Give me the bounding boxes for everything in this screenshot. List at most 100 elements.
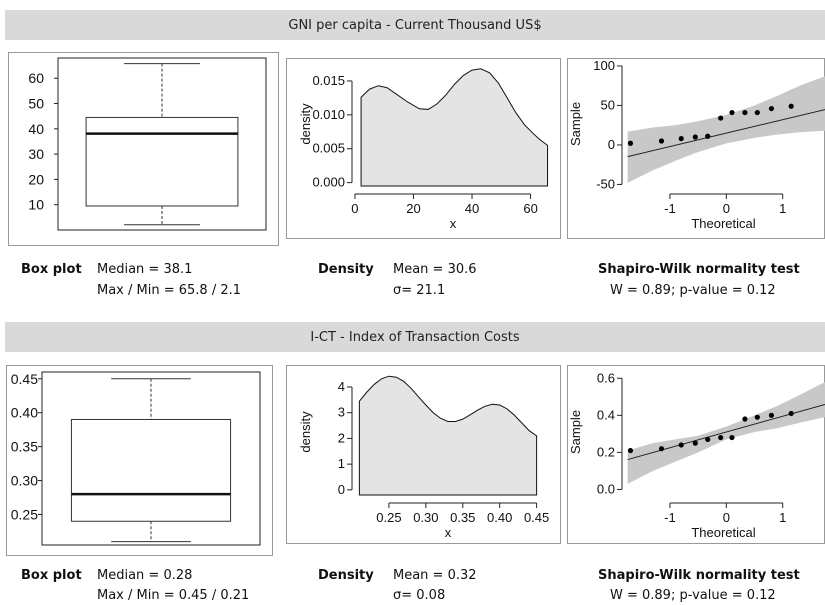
y-tick-label: 0 bbox=[338, 482, 345, 497]
x-tick-label: 1 bbox=[779, 510, 786, 525]
ict-maxmin-text: Max / Min = 0.45 / 0.21 bbox=[97, 588, 250, 603]
y-tick-label: 0.0 bbox=[597, 481, 615, 496]
x-tick-label: -1 bbox=[664, 510, 676, 525]
y-tick-label: 40 bbox=[28, 121, 44, 137]
ict-median-text: Median = 0.28 bbox=[97, 568, 193, 583]
qq-point bbox=[742, 109, 748, 116]
y-axis-label: density bbox=[298, 411, 313, 453]
y-axis-label: density bbox=[298, 103, 313, 145]
qq-point bbox=[742, 416, 748, 422]
qq-point bbox=[768, 412, 775, 418]
x-tick-label: 1 bbox=[779, 201, 786, 216]
y-tick-label: 0.000 bbox=[312, 175, 345, 190]
density-area bbox=[358, 375, 538, 496]
qq-point bbox=[692, 134, 698, 140]
gni-qq-plot: -50 0 50 100 -1 0 1 Theoretical Sample bbox=[567, 58, 825, 239]
gni-density-plot: 0.000 0.005 0.010 0.015 0 20 40 60 x density bbox=[286, 58, 561, 239]
gni-box-plot: 10 20 30 40 50 60 bbox=[8, 52, 279, 246]
gni-density-label: Density bbox=[318, 262, 374, 277]
y-tick-label: 0.35 bbox=[11, 439, 38, 455]
qq-point bbox=[729, 109, 735, 116]
x-tick-label: 0.40 bbox=[487, 510, 512, 525]
qq-point bbox=[754, 414, 760, 420]
ict-box-plot: 0.25 0.30 0.35 0.40 0.45 bbox=[6, 365, 273, 556]
y-tick-label: 50 bbox=[28, 96, 44, 112]
y-tick-label: 10 bbox=[28, 197, 44, 213]
confidence-band bbox=[627, 76, 825, 183]
qq-point bbox=[788, 410, 794, 417]
x-tick-label: 0 bbox=[723, 201, 730, 216]
y-tick-label: 20 bbox=[28, 171, 44, 187]
qq-point bbox=[692, 440, 698, 446]
qq-point bbox=[627, 140, 634, 146]
y-tick-label: 0.25 bbox=[11, 506, 38, 522]
y-tick-label: 30 bbox=[28, 146, 44, 162]
x-axis-label: Theoretical bbox=[691, 525, 755, 540]
qq-point bbox=[627, 447, 634, 454]
x-tick-label: 0.35 bbox=[450, 510, 475, 525]
y-tick-label: 2 bbox=[338, 430, 345, 445]
qq-point bbox=[705, 436, 711, 443]
y-axis-label: Sample bbox=[568, 410, 583, 454]
y-tick-label: 0.4 bbox=[597, 407, 615, 422]
y-tick-label: 0.010 bbox=[312, 107, 345, 122]
y-tick-label: 0.30 bbox=[11, 473, 38, 489]
plot-frame bbox=[567, 365, 825, 544]
y-tick-label: 50 bbox=[601, 97, 615, 112]
qq-point bbox=[718, 115, 724, 121]
ict-normality-text: W = 0.89; p-value = 0.12 bbox=[610, 588, 776, 603]
section-title-ict: I-CT - Index of Transaction Costs bbox=[5, 322, 825, 352]
x-axis-label: Theoretical bbox=[691, 216, 755, 231]
iqr-box bbox=[70, 418, 232, 522]
qq-point bbox=[705, 133, 711, 139]
ict-sigma-text: σ= 0.08 bbox=[393, 588, 446, 603]
qq-point bbox=[768, 105, 775, 112]
x-tick-label: 40 bbox=[465, 201, 479, 216]
ict-mean-text: Mean = 0.32 bbox=[393, 568, 477, 583]
ict-normality-label: Shapiro-Wilk normality test bbox=[598, 568, 800, 583]
ict-box-label: Box plot bbox=[21, 568, 82, 583]
ict-density-plot: 0 1 2 3 4 0.25 0.30 0.35 0.40 0.45 x density bbox=[286, 365, 561, 544]
x-tick-label: 0 bbox=[723, 510, 730, 525]
gni-normality-label: Shapiro-Wilk normality test bbox=[598, 262, 800, 277]
gni-sigma-text: σ= 21.1 bbox=[393, 283, 446, 298]
density-area bbox=[360, 68, 549, 187]
x-axis-label: x bbox=[445, 525, 452, 540]
qq-point bbox=[754, 109, 760, 116]
y-tick-label: 0.45 bbox=[11, 371, 38, 387]
x-tick-label: 0.25 bbox=[376, 510, 401, 525]
qq-point bbox=[678, 136, 684, 142]
y-axis-label: Sample bbox=[568, 102, 583, 146]
confidence-band bbox=[627, 381, 825, 484]
x-tick-label: 60 bbox=[523, 201, 537, 216]
qq-point bbox=[788, 103, 794, 109]
y-tick-label: 0.2 bbox=[597, 444, 615, 459]
iqr-box bbox=[85, 116, 239, 207]
x-tick-label: 0.45 bbox=[524, 510, 549, 525]
y-tick-label: 3 bbox=[338, 405, 345, 420]
x-tick-label: 20 bbox=[406, 201, 420, 216]
gni-median-text: Median = 38.1 bbox=[97, 262, 193, 277]
section-title-gni: GNI per capita - Current Thousand US$ bbox=[5, 10, 825, 40]
y-tick-label: -50 bbox=[596, 176, 615, 191]
y-tick-label: 0 bbox=[608, 137, 615, 152]
x-tick-label: 0 bbox=[351, 201, 358, 216]
x-tick-label: -1 bbox=[664, 201, 676, 216]
y-tick-label: 0.005 bbox=[312, 141, 345, 156]
gni-maxmin-text: Max / Min = 65.8 / 2.1 bbox=[97, 283, 242, 298]
y-tick-label: 0.015 bbox=[312, 73, 345, 88]
y-tick-label: 0.6 bbox=[597, 370, 615, 385]
y-tick-label: 0.40 bbox=[11, 405, 38, 421]
ict-qq-plot: 0.0 0.2 0.4 0.6 -1 0 1 Theoretical Sample bbox=[567, 365, 825, 544]
qq-point bbox=[658, 446, 665, 452]
y-tick-label: 1 bbox=[338, 456, 345, 471]
qq-point bbox=[718, 434, 724, 441]
reference-line bbox=[627, 109, 825, 158]
ict-density-label: Density bbox=[318, 568, 374, 583]
x-tick-label: 0.30 bbox=[413, 510, 438, 525]
qq-point bbox=[678, 442, 684, 448]
qq-point bbox=[658, 138, 665, 144]
gni-mean-text: Mean = 30.6 bbox=[393, 262, 477, 277]
y-tick-label: 60 bbox=[28, 70, 44, 86]
y-tick-label: 100 bbox=[593, 58, 615, 73]
